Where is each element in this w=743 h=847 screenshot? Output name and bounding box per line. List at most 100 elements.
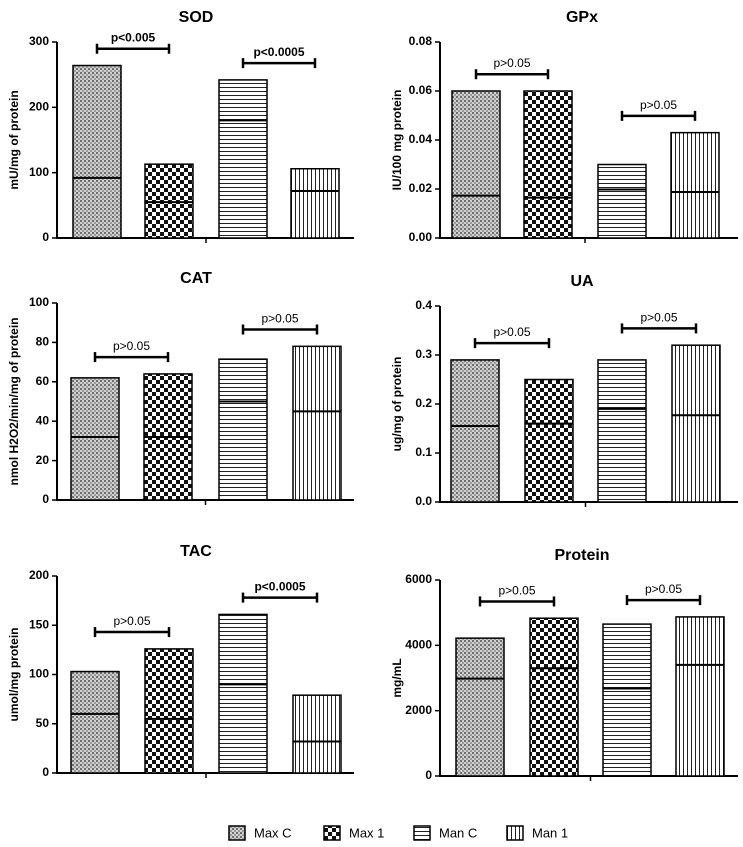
legend-item: Man C (413, 825, 477, 841)
y-tick-label: 300 (29, 34, 49, 48)
legend-swatch (228, 825, 246, 841)
bar-man-c (602, 623, 652, 777)
chart-title: SOD (179, 9, 214, 26)
legend-label: Max 1 (349, 825, 384, 840)
chart-title: TAC (180, 543, 212, 560)
chart-title: Protein (554, 547, 609, 564)
y-tick-label: 0 (42, 492, 49, 506)
y-tick-label: 0 (42, 765, 49, 779)
bar-max-c (450, 359, 500, 503)
bar-man-1 (292, 694, 342, 774)
bar-max-1 (524, 378, 574, 503)
y-axis-label: mU/mg of protein (7, 90, 21, 189)
y-tick-label: 60 (36, 374, 50, 388)
chart-cat: CAT nmol H2O2/min/mg of protein 0 20 40 60 80 1… (7, 270, 354, 506)
y-tick-label: 0.08 (409, 34, 433, 48)
legend-swatch (506, 825, 524, 841)
p-value-label: p>0.05 (640, 310, 677, 324)
y-tick-label: 100 (29, 667, 49, 681)
bar-max-c (70, 670, 120, 774)
significance-bracket: p<0.0005 (241, 580, 319, 603)
chart-title: UA (570, 273, 594, 290)
y-tick-label: 100 (29, 165, 49, 179)
legend-swatch (413, 825, 431, 841)
bar-max-1 (144, 648, 194, 774)
chart-ua: UA ug/mg of protein 0.0 0.1 0.2 0.3 0.4 p>0.05 p… (390, 273, 738, 508)
y-tick-label: 0 (425, 768, 432, 782)
p-value-label: p>0.05 (645, 582, 682, 596)
y-tick-label: 100 (29, 295, 49, 309)
legend: Max C Max 1 Man C Man 1 (228, 825, 568, 841)
y-axis-label: nmol H2O2/min/mg of protein (7, 317, 21, 485)
y-tick-label: 150 (29, 617, 49, 631)
y-tick-label: 50 (36, 716, 50, 730)
y-axis-label: ug/mg of protein (390, 357, 404, 452)
bar-man-c (218, 79, 268, 239)
y-tick-label: 20 (36, 453, 50, 467)
y-axis-label: mg/mL (390, 658, 404, 697)
legend-label: Max C (254, 825, 292, 840)
p-value-label: p<0.005 (111, 31, 156, 45)
y-tick-label: 6000 (405, 572, 432, 586)
p-value-label: p>0.05 (113, 614, 150, 628)
chart-gpx: GPx IU/100 mg protein 0.00 0.02 0.04 0.06 0.08… (390, 9, 738, 244)
y-tick-label: 0.4 (415, 298, 432, 312)
chart-title: GPx (566, 9, 598, 26)
chart-tac: TAC umol/mg protein 0 50 100 150 200 p>0.05 p<0.… (7, 543, 354, 779)
bar-man-1 (290, 167, 340, 239)
y-axis-label: umol/mg protein (7, 628, 21, 722)
legend-item: Max C (228, 825, 292, 841)
y-tick-label: 0.04 (409, 132, 433, 146)
chart-protein: Protein mg/mL 0 2000 4000 6000 p>0.05 p>0.05 (390, 547, 738, 782)
p-value-label: p>0.05 (493, 56, 530, 70)
p-value-label: p>0.05 (498, 583, 535, 597)
legend-item: Man 1 (506, 825, 568, 841)
significance-bracket: p>0.05 (620, 310, 698, 334)
significance-bracket: p>0.05 (474, 56, 550, 80)
significance-bracket: p>0.05 (241, 312, 319, 335)
p-value-label: p<0.0005 (253, 45, 304, 59)
y-tick-label: 80 (36, 335, 50, 349)
bar-max-1 (529, 617, 579, 777)
y-axis-label: IU/100 mg protein (390, 90, 404, 191)
y-tick-label: 0 (42, 230, 49, 244)
y-tick-label: 2000 (405, 703, 432, 717)
bar-max-c (455, 637, 505, 777)
bar-man-1 (675, 616, 725, 777)
significance-bracket: p>0.05 (473, 325, 551, 349)
bar-max-c (72, 64, 122, 239)
y-tick-label: 0.1 (415, 445, 432, 459)
y-tick-label: 0.00 (409, 230, 433, 244)
chart-sod: SOD mU/mg of protein 0 100 200 300 p<0.005 p<0.… (7, 9, 354, 244)
y-tick-label: 200 (29, 100, 49, 114)
p-value-label: p>0.05 (493, 325, 530, 339)
significance-bracket: p<0.0005 (241, 45, 317, 69)
legend-swatch (323, 825, 341, 841)
bar-max-c (70, 377, 120, 501)
bar-max-c (451, 90, 501, 239)
significance-bracket: p>0.05 (93, 614, 171, 638)
bar-man-c (218, 613, 268, 774)
bar-man-c (597, 359, 647, 503)
p-value-label: p>0.05 (640, 98, 677, 112)
chart-title: CAT (180, 270, 212, 287)
bar-man-1 (670, 131, 720, 239)
y-tick-label: 4000 (405, 638, 432, 652)
y-tick-label: 0.3 (415, 347, 432, 361)
y-tick-label: 200 (29, 568, 49, 582)
p-value-label: p<0.0005 (254, 580, 305, 594)
y-tick-label: 0.06 (409, 83, 433, 97)
y-tick-label: 0.2 (415, 396, 432, 410)
y-tick-label: 0.02 (409, 181, 433, 195)
significance-bracket: p>0.05 (625, 582, 702, 606)
bar-man-c (218, 358, 268, 501)
legend-label: Man 1 (532, 825, 568, 840)
bar-man-1 (292, 345, 342, 501)
bar-max-1 (523, 90, 573, 239)
significance-bracket: p>0.05 (93, 339, 170, 363)
bar-man-c (597, 163, 647, 239)
y-tick-label: 0.0 (415, 494, 432, 508)
p-value-label: p>0.05 (261, 312, 298, 326)
p-value-label: p>0.05 (113, 339, 150, 353)
